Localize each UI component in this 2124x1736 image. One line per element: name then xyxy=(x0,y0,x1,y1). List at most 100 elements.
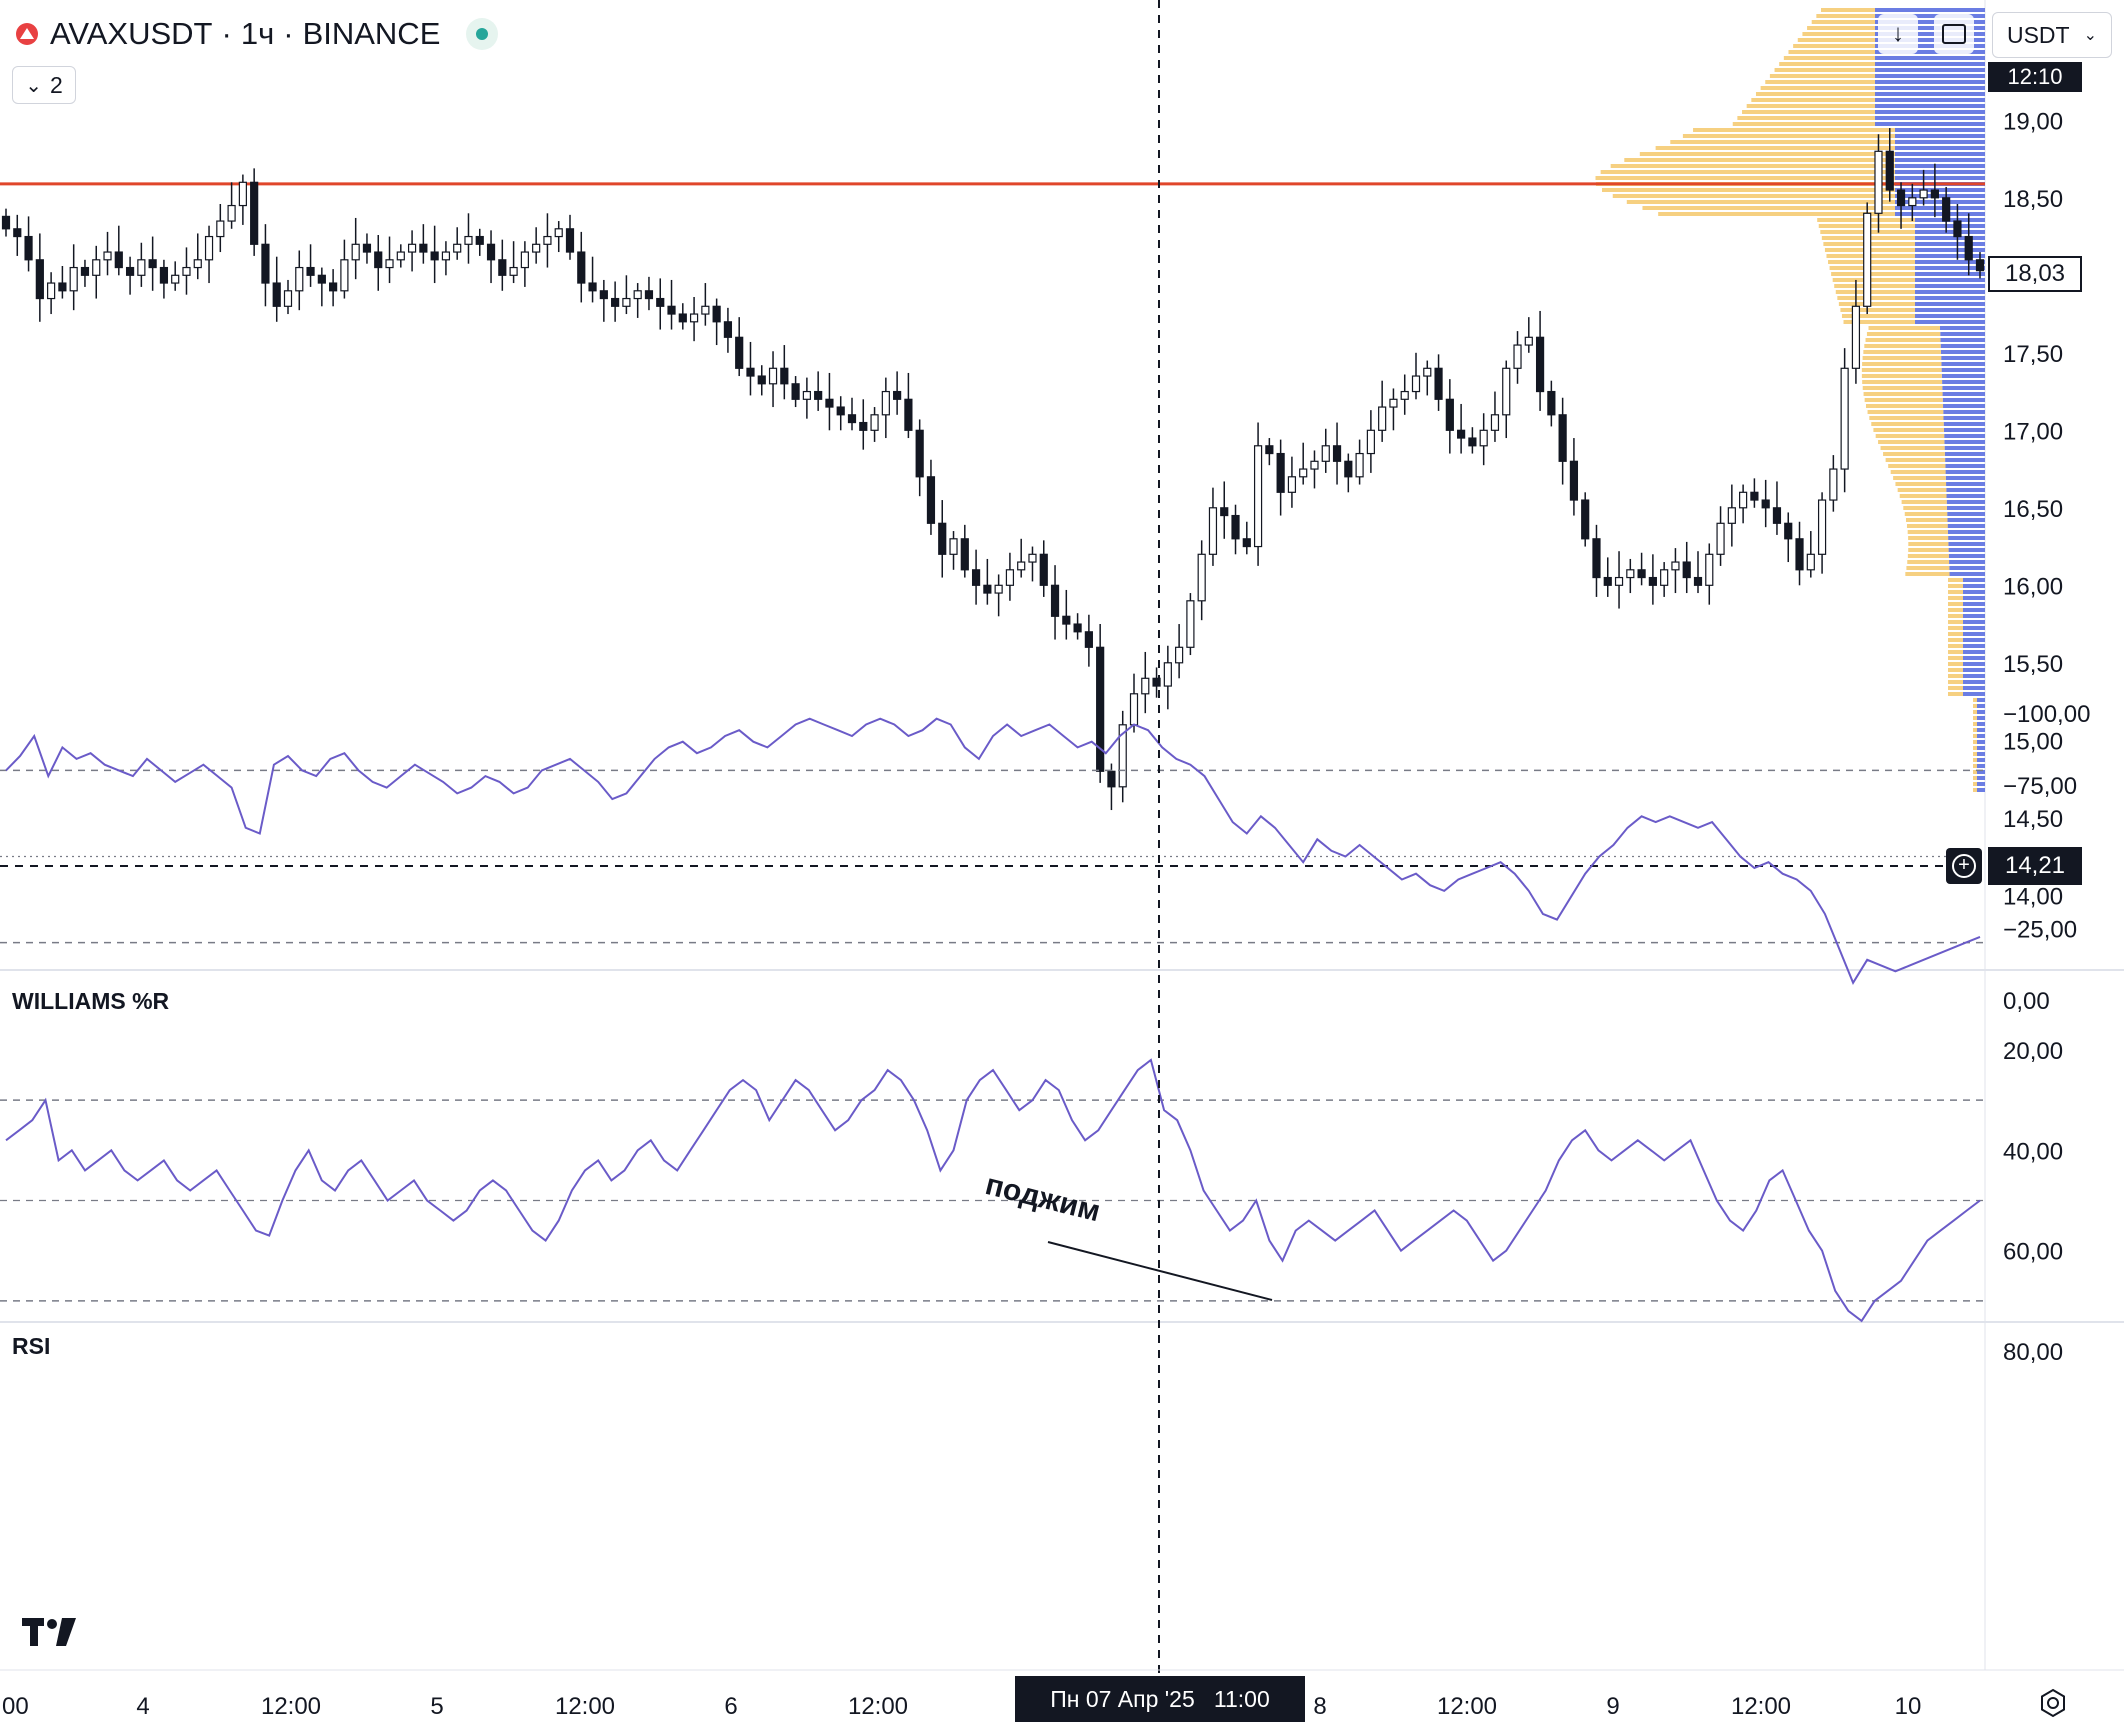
volume-profile-bar-down xyxy=(1944,440,1985,444)
volume-profile-bar-down xyxy=(1947,518,1985,522)
volume-profile-bar-down xyxy=(1946,500,1985,504)
volume-profile-bar-down xyxy=(1949,572,1985,576)
candle-up xyxy=(171,274,180,284)
currency-label: USDT xyxy=(2006,21,2070,48)
candle-down xyxy=(114,251,123,269)
volume-profile-bar-up xyxy=(1751,98,1875,102)
volume-profile-bar-up xyxy=(1840,308,1915,312)
price-axis-tick-label: 16,00 xyxy=(2003,573,2063,600)
volume-profile-bar-up xyxy=(1865,338,1941,342)
candle-down xyxy=(1693,576,1703,586)
candle-down xyxy=(859,421,868,431)
volume-profile-bar-up xyxy=(1865,404,1944,408)
volume-profile-bar-down xyxy=(1963,578,1985,582)
volume-profile-bar-up xyxy=(1903,506,1947,510)
fullscreen-icon[interactable] xyxy=(1934,14,1974,54)
symbol-name[interactable]: AVAXUSDT xyxy=(50,16,213,51)
volume-profile-bar-down xyxy=(1963,668,1985,672)
arrow-down-icon[interactable]: ↓ xyxy=(1878,14,1918,54)
volume-profile-bar-up xyxy=(1861,374,1942,378)
volume-profile-bar-up xyxy=(1948,656,1963,660)
candle-up xyxy=(509,266,518,276)
volume-profile-bar-down xyxy=(1915,254,1985,258)
currency-select[interactable]: USDT ⌄ xyxy=(1992,12,2112,58)
candle-down xyxy=(1885,150,1894,191)
indicators-toggle-button[interactable]: ⌄ 2 xyxy=(12,66,76,104)
candle-up xyxy=(1874,150,1883,214)
symbol-header[interactable]: AVAXUSDT · 1ч · BINANCE xyxy=(16,14,499,54)
candle-down xyxy=(35,259,44,300)
candle-down xyxy=(971,569,981,586)
volume-profile-bar-down xyxy=(1942,392,1985,396)
volume-profile-bar-down xyxy=(1944,452,1985,456)
volume-profile-bar-up xyxy=(1624,158,1895,162)
volume-profile-bar-up xyxy=(1612,194,1895,198)
chevron-down-icon: ⌄ xyxy=(2083,27,2098,44)
volume-profile-bar-down xyxy=(1977,764,1985,768)
candles xyxy=(1,128,1985,811)
rsi-axis-tick-label: 40,00 xyxy=(2003,1138,2063,1165)
volume-profile-bar-down xyxy=(1895,188,1985,192)
candle-up xyxy=(193,259,202,269)
candle-up xyxy=(295,266,304,292)
candle-down xyxy=(1220,507,1229,517)
volume-profile-bar-up xyxy=(1875,434,1945,438)
candle-down xyxy=(261,243,270,284)
candle-up xyxy=(633,290,642,300)
candle-up xyxy=(1366,429,1375,455)
settings-gear-icon[interactable] xyxy=(2038,1688,2068,1718)
volume-profile-bar-up xyxy=(1905,518,1948,522)
add-alert-button[interactable]: + xyxy=(1946,848,1982,884)
volume-profile-bar-down xyxy=(1963,644,1985,648)
volume-profile-bar-up xyxy=(1871,422,1944,426)
volume-profile-bar-up xyxy=(1973,716,1977,720)
candle-down xyxy=(588,282,597,292)
candle-up xyxy=(1727,507,1736,524)
volume-profile-bar-down xyxy=(1875,50,1985,54)
volume-profile-bar-down xyxy=(1941,362,1985,366)
time-axis-tick-label: 6 xyxy=(724,1693,737,1720)
candle-up xyxy=(340,259,349,292)
volume-profile-bar-up xyxy=(1973,746,1977,750)
volume-profile-bar-down xyxy=(1915,236,1985,240)
candle-up xyxy=(92,259,101,276)
volume-profile-bar-up xyxy=(1867,410,1944,414)
volume-profile-bar-up xyxy=(1816,14,1875,18)
volume-profile-bar-down xyxy=(1945,476,1985,480)
volume-profile-bar-up xyxy=(1893,476,1946,480)
volume-profile-bar-down xyxy=(1942,380,1985,384)
candle-down xyxy=(306,266,315,276)
candle-down xyxy=(419,243,428,253)
volume-profile-bar-up xyxy=(1973,722,1977,726)
volume-profile-bar-up xyxy=(1883,452,1945,456)
volume-profile-bar-down xyxy=(1946,494,1985,498)
candle-down xyxy=(1096,646,1105,772)
candle-down xyxy=(1930,189,1939,199)
volume-profile-bar-up xyxy=(1626,200,1895,204)
volume-profile-bar-up xyxy=(1732,122,1875,126)
volume-profile-bar-down xyxy=(1947,512,1985,516)
price-axis-tick-label: 17,00 xyxy=(2003,418,2063,445)
volume-profile-bar-up xyxy=(1973,740,1977,744)
candle-down xyxy=(1265,445,1274,455)
market-status-icon[interactable] xyxy=(466,18,499,50)
candle-down xyxy=(1231,514,1240,540)
candle-down xyxy=(1547,390,1556,416)
interval-label[interactable]: 1ч xyxy=(240,16,275,51)
candle-up xyxy=(1840,367,1849,470)
volume-profile-bar-up xyxy=(1948,692,1963,696)
volume-profile-bar-up xyxy=(1693,128,1895,132)
volume-profile-bar-up xyxy=(1760,86,1875,90)
volume-profile-bar-down xyxy=(1948,536,1985,540)
candle-up xyxy=(441,251,451,261)
candle-down xyxy=(1761,499,1770,509)
volume-profile-bar-down xyxy=(1915,272,1985,276)
candle-up xyxy=(1175,646,1184,664)
volume-profile-bar-up xyxy=(1807,26,1875,30)
candle-up xyxy=(1163,662,1172,687)
candle-down xyxy=(1084,631,1093,648)
candle-up xyxy=(1287,476,1297,493)
volume-profile-bar-up xyxy=(1890,470,1946,474)
volume-profile-bar-down xyxy=(1963,596,1985,600)
